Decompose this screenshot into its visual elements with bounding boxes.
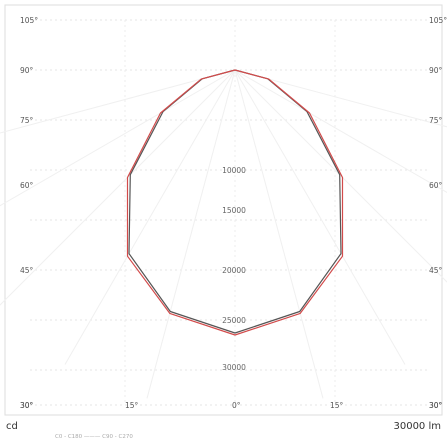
bottom-angle-label: 30° (429, 401, 443, 410)
grid-ray (234, 69, 447, 128)
radial-label: 15000 (222, 206, 246, 215)
bottom-angle-label: 15° (330, 401, 344, 410)
left-angle-label: 90° (20, 66, 34, 75)
axis-labels: 105° 90° 75° 60° 45° 30° 105° 90° 75° 60° 45° 30° 30… (20, 16, 447, 410)
radial-label: 25000 (222, 316, 246, 325)
right-angle-label: 45° (429, 266, 443, 275)
left-angle-label: 105° (20, 16, 38, 25)
polar-grid (0, 19, 447, 406)
radial-label: 30000 (222, 363, 246, 372)
grid-ray (234, 69, 324, 399)
intensity-curve-2 (126, 69, 344, 336)
left-unit-label: cd (6, 421, 18, 432)
left-angle-label: 30° (20, 401, 34, 410)
left-angle-label: 60° (20, 181, 34, 190)
right-angle-label: 90° (429, 66, 443, 75)
bottom-angle-label: 0° (232, 401, 241, 410)
grid-ray (146, 69, 236, 399)
right-angle-label: 105° (429, 16, 447, 25)
grid-ray (234, 69, 447, 193)
legend-footnote: C0 - C180 ——— C90 - C270 (55, 434, 133, 440)
bottom-angle-label: 15° (125, 401, 139, 410)
right-angle-label: 75° (429, 116, 443, 125)
grid-ray (234, 69, 447, 283)
right-angle-label: 30° (429, 401, 443, 410)
radial-label: 20000 (222, 266, 246, 275)
grid-ray (64, 69, 236, 365)
grid-ray (0, 69, 236, 207)
grid-ray (0, 69, 236, 134)
left-angle-label: 45° (20, 266, 34, 275)
right-angle-label: 60° (429, 181, 443, 190)
radial-label: 10000 (222, 166, 246, 175)
grid-ray (234, 69, 406, 365)
left-angle-label: 75° (20, 116, 34, 125)
bottom-angle-label: 30° (20, 401, 34, 410)
intensity-curves (126, 69, 344, 336)
right-unit-label: 30000 lm (393, 421, 441, 432)
grid-ray (0, 69, 236, 306)
